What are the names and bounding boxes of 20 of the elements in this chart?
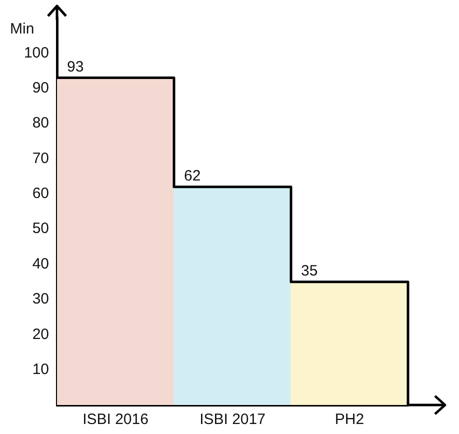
data-label: 35 — [301, 262, 318, 280]
data-label: 62 — [184, 168, 201, 185]
y-tick-label: 20 — [32, 326, 49, 343]
y-tick-label: 10 — [32, 360, 49, 378]
x-tick-label: ISBI 2016 — [82, 411, 148, 428]
bar — [174, 186, 292, 405]
bar — [290, 282, 408, 405]
y-tick-label: 80 — [32, 114, 49, 132]
x-tick-label: ISBI 2017 — [200, 411, 266, 428]
bar — [57, 77, 174, 405]
x-tick-label: PH2 — [334, 411, 364, 428]
y-axis-title: Min — [10, 20, 34, 38]
data-label: 93 — [67, 58, 84, 76]
y-tick-label: 100 — [24, 44, 49, 62]
y-tick-label: 30 — [32, 290, 49, 308]
y-tick-label: 90 — [32, 80, 49, 97]
y-tick-label: 70 — [32, 150, 49, 167]
y-tick-label: 40 — [32, 255, 49, 272]
y-tick-label: 60 — [32, 185, 49, 202]
y-tick-label: 50 — [32, 220, 49, 238]
